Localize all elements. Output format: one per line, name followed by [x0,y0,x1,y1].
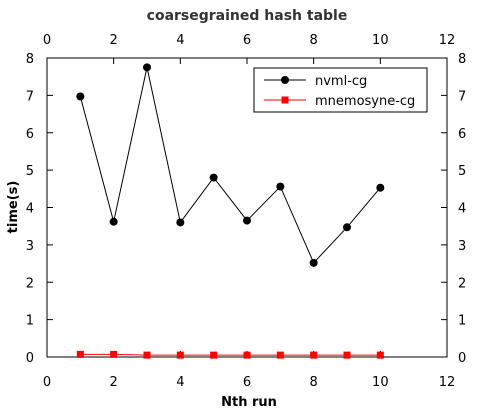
y-tick-label: 7 [26,89,34,104]
x-tick-label-top: 12 [439,33,456,48]
chart-title: coarsegrained hash table [147,8,348,24]
y-tick-label: 1 [26,314,34,329]
x-tick-label-top: 10 [372,33,389,48]
data-point [176,218,185,227]
series-line [79,67,381,264]
legend-marker [281,96,289,104]
series-nvml-cg [76,63,385,267]
data-point [310,351,318,359]
x-tick-label-top: 2 [110,33,118,48]
legend-item: nvml-cg [264,74,367,89]
data-point [143,351,151,359]
data-point [243,351,251,359]
legend: nvml-cg mnemosyne-cg [253,67,428,113]
axis-ticks [46,57,448,358]
data-point [343,223,351,232]
x-tick-label-top: 6 [243,33,251,48]
y-tick-label: 2 [26,276,34,291]
y-tick-label-right: 3 [458,239,466,254]
data-point [276,182,285,191]
data-point [110,350,118,358]
data-point [276,351,284,359]
x-tick-label: 0 [43,375,51,390]
y-tick-label-right: 1 [458,314,466,329]
legend-box [253,67,428,113]
y-tick-label: 8 [26,52,34,67]
x-tick-label-top: 4 [176,33,184,48]
data-point [243,216,251,225]
y-tick-label: 0 [26,351,34,366]
legend-label: mnemosyne-cg [315,94,415,109]
series-layer [76,63,385,359]
data-point [210,351,218,359]
x-tick-label: 4 [176,375,184,390]
x-tick-label: 10 [372,375,389,390]
y-tick-label-right: 0 [458,351,466,366]
series-mnemosyne-cg [76,350,384,359]
y-tick-label: 4 [26,202,34,217]
data-point [76,92,85,101]
y-tick-label-right: 7 [458,89,466,104]
data-point [343,351,351,359]
y-tick-label-right: 5 [458,164,466,179]
x-tick-label-top: 8 [310,33,318,48]
data-point [76,350,84,358]
y-tick-label: 5 [26,164,34,179]
data-point [176,351,184,359]
x-axis-title: Nth run [221,395,277,410]
y-tick-label: 3 [26,239,34,254]
y-tick-label-right: 4 [458,202,466,217]
data-point [209,173,218,182]
legend-label: nvml-cg [315,74,367,89]
x-tick-label: 8 [310,375,318,390]
y-tick-label-right: 8 [458,52,466,67]
x-tick-label-top: 0 [43,33,51,48]
legend-marker [281,76,289,84]
x-tick-label: 6 [243,375,251,390]
y-tick-label: 6 [26,127,34,142]
data-point [376,351,384,359]
data-point [109,217,118,226]
data-point [376,183,385,192]
x-tick-label: 2 [110,375,118,390]
series-line [80,353,381,356]
y-axis-title: time(s) [6,181,21,234]
x-tick-label: 12 [439,375,456,390]
data-point [309,258,318,267]
data-point [143,63,151,72]
legend-item: mnemosyne-cg [264,94,415,109]
y-tick-label-right: 2 [458,276,466,291]
y-tick-label-right: 6 [458,127,466,142]
